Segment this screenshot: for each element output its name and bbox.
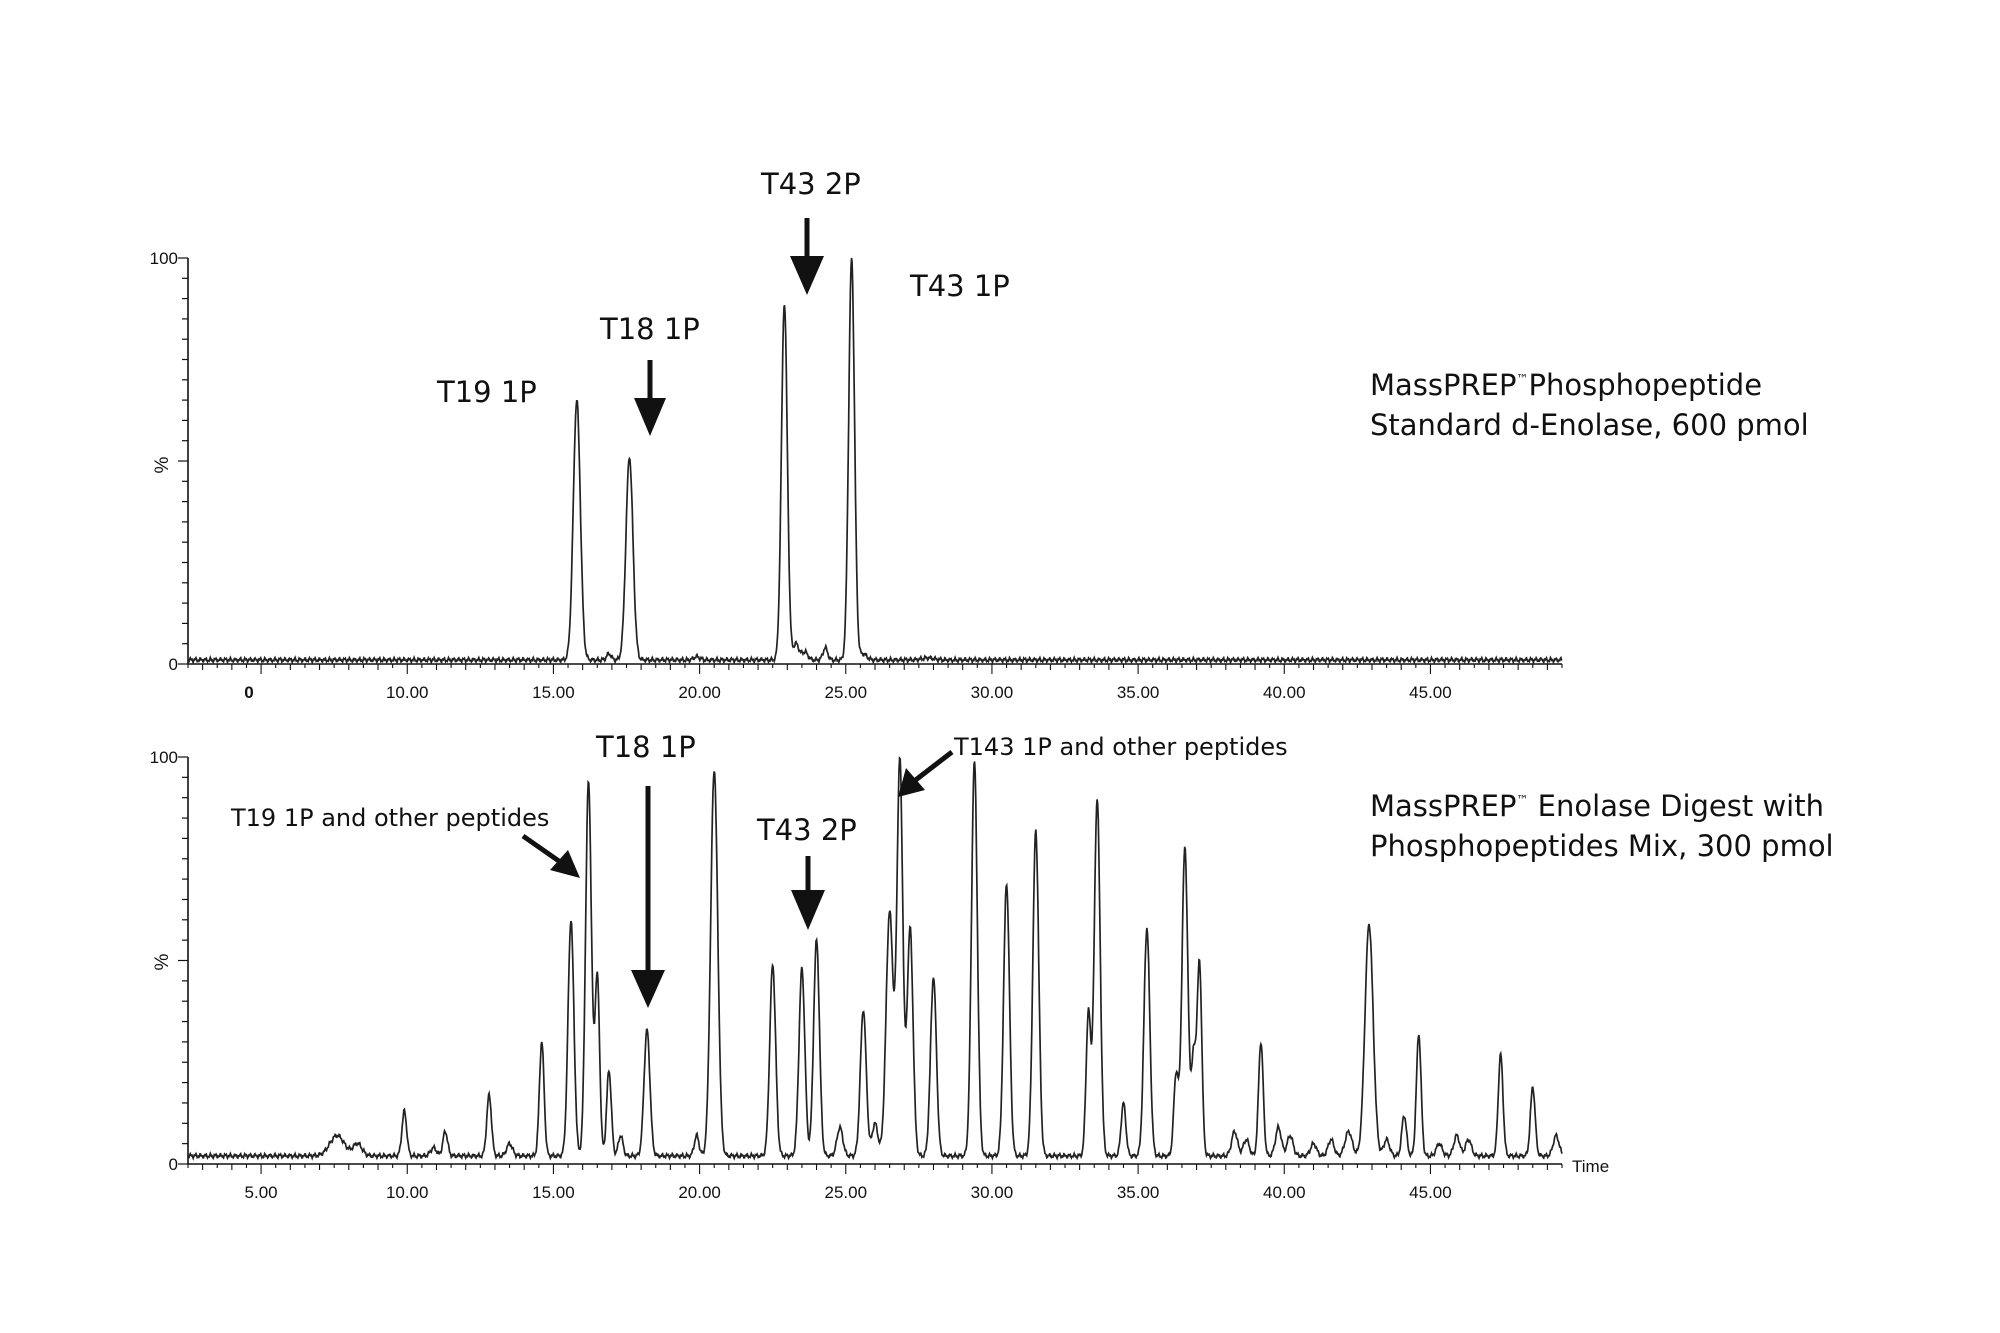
description-top-line1: MassPREP™Phosphopeptide bbox=[1370, 368, 1762, 402]
x-tick-label: 20.00 bbox=[678, 683, 721, 702]
x-tick-label: 45.00 bbox=[1409, 683, 1452, 702]
x-ticks-bottom: 5.00 10.00 15.00 20.00 25.00 30.00 35.00 40.00 4… bbox=[187, 1164, 1563, 1202]
description-bottom-product: Enolase Digest with bbox=[1528, 789, 1824, 823]
description-bottom-line1: MassPREP™ Enolase Digest with bbox=[1370, 789, 1824, 823]
x-tick-label: 20.00 bbox=[678, 1183, 721, 1202]
arrow-T143-1P-other bbox=[898, 750, 954, 797]
x-ticks-top: 10.00 15.00 20.00 25.00 30.00 35.00 40.00 45.00 bbox=[187, 664, 1563, 702]
y-axis-percent-label: % bbox=[152, 456, 173, 473]
panel-top: 10.00 15.00 20.00 25.00 30.00 35.00 40.00 45.00… bbox=[150, 167, 1809, 702]
chromatogram-trace-top bbox=[187, 257, 1563, 666]
description-top-brand: MassPREP bbox=[1370, 368, 1516, 402]
x-tick-label: 35.00 bbox=[1117, 683, 1160, 702]
description-top-product: Phosphopeptide bbox=[1528, 368, 1762, 402]
description-top-line2: Standard d-Enolase, 600 pmol bbox=[1370, 408, 1809, 442]
x-tick-label: 35.00 bbox=[1117, 1183, 1160, 1202]
x-tick-label: 15.00 bbox=[532, 1183, 575, 1202]
x-axis-title: Time bbox=[1572, 1157, 1609, 1176]
x-tick-label: 30.00 bbox=[971, 1183, 1014, 1202]
chromatogram-trace-bottom bbox=[187, 756, 1563, 1161]
trademark-symbol: ™ bbox=[1516, 372, 1528, 386]
x-tick-label-0: 0 bbox=[244, 683, 253, 702]
x-tick-label: 30.00 bbox=[971, 683, 1014, 702]
x-tick-label: 40.00 bbox=[1263, 1183, 1306, 1202]
x-tick-label: 5.00 bbox=[245, 1183, 278, 1202]
description-bottom-line2: Phosphopeptides Mix, 300 pmol bbox=[1370, 829, 1834, 863]
panel-bottom: 5.00 10.00 15.00 20.00 25.00 30.00 35.00 40.00 4… bbox=[150, 730, 1834, 1202]
annotation-T18-1P-bottom: T18 1P bbox=[595, 730, 696, 764]
y-ticks-top bbox=[178, 257, 188, 665]
x-tick-label: 40.00 bbox=[1263, 683, 1306, 702]
description-bottom-brand: MassPREP bbox=[1370, 789, 1516, 823]
y-tick-label-100: 100 bbox=[150, 748, 178, 767]
annotation-T143-1P-other: T143 1P and other peptides bbox=[953, 733, 1288, 761]
arrow-T18-1P-bottom bbox=[631, 786, 665, 1008]
y-tick-label-0: 0 bbox=[169, 1155, 178, 1174]
arrow-T18-1P bbox=[634, 360, 666, 436]
x-tick-label: 10.00 bbox=[386, 683, 429, 702]
arrow-T19-1P-other bbox=[521, 833, 580, 878]
x-tick-label: 25.00 bbox=[824, 683, 867, 702]
arrow-T43-2P-top bbox=[790, 218, 824, 295]
x-tick-label: 45.00 bbox=[1409, 1183, 1452, 1202]
x-tick-label: 15.00 bbox=[532, 683, 575, 702]
annotation-T19-1P: T19 1P bbox=[436, 375, 537, 409]
annotation-T18-1P: T18 1P bbox=[599, 312, 700, 346]
x-tick-label: 10.00 bbox=[386, 1183, 429, 1202]
trademark-symbol: ™ bbox=[1516, 793, 1528, 807]
y-axis-percent-label: % bbox=[152, 953, 173, 970]
annotation-T19-1P-other: T19 1P and other peptides bbox=[230, 804, 549, 832]
arrow-T43-2P-bottom bbox=[791, 856, 825, 930]
annotation-T43-2P-top: T43 2P bbox=[760, 167, 861, 201]
annotation-T43-2P-bottom: T43 2P bbox=[756, 813, 857, 847]
y-tick-label-100: 100 bbox=[150, 249, 178, 268]
y-ticks-bottom bbox=[178, 756, 188, 1165]
y-tick-label-0: 0 bbox=[169, 655, 178, 674]
annotation-T43-1P: T43 1P bbox=[909, 269, 1010, 303]
x-tick-label: 25.00 bbox=[824, 1183, 867, 1202]
